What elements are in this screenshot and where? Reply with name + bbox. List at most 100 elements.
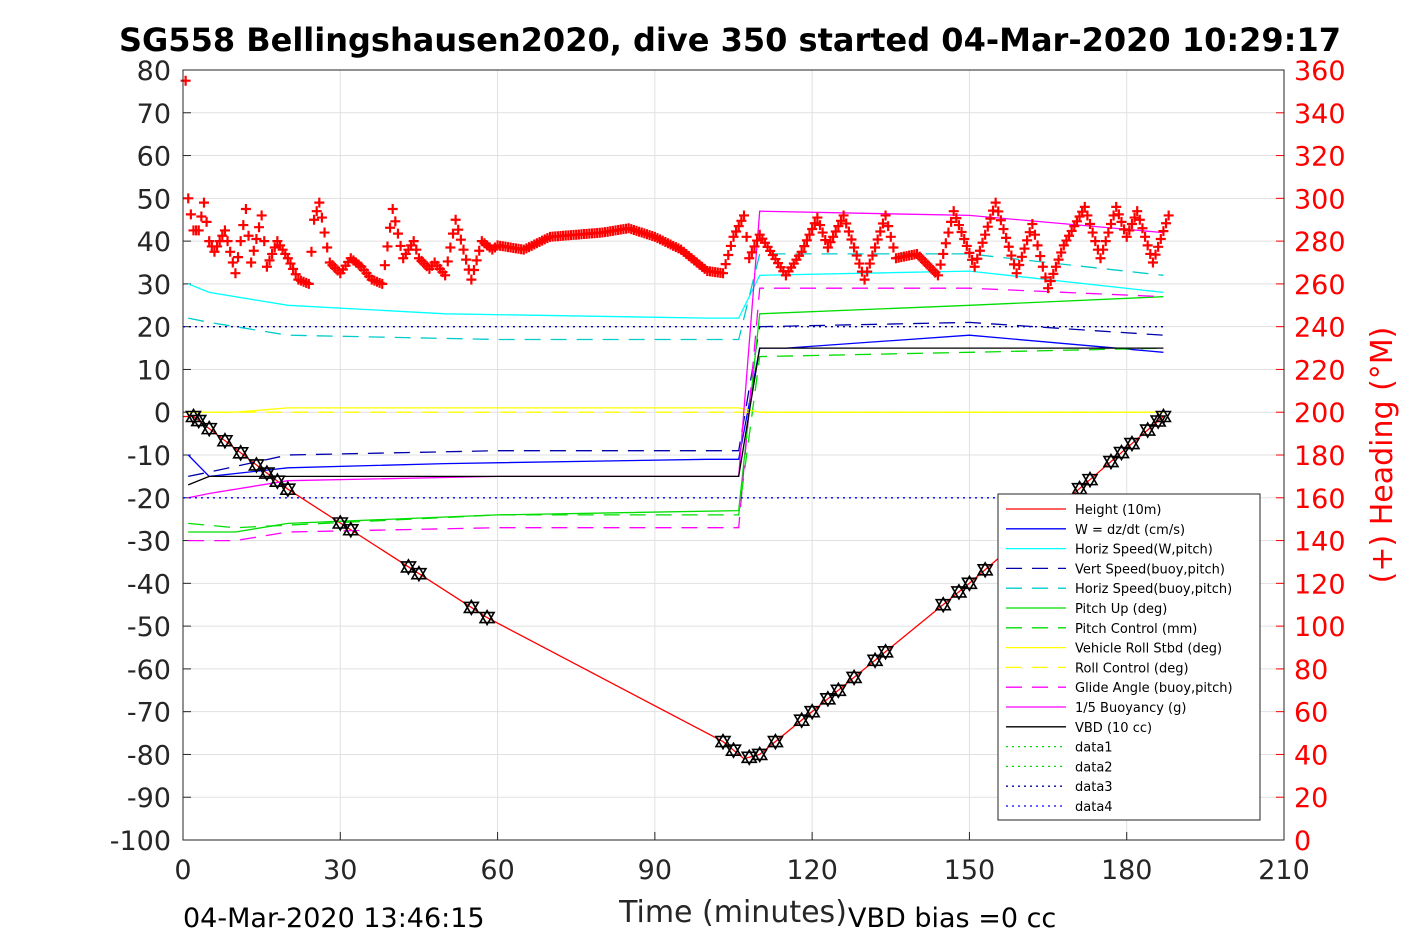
heading-marker xyxy=(1113,209,1124,220)
depth-marker xyxy=(803,703,821,721)
heading-marker xyxy=(1006,250,1017,261)
heading-marker xyxy=(731,226,742,237)
heading-marker xyxy=(862,266,873,277)
heading-marker xyxy=(974,245,985,256)
right-y-tick-label: 280 xyxy=(1294,227,1346,258)
depth-marker xyxy=(1123,434,1141,453)
series-line-11 xyxy=(187,347,1164,486)
heading-marker xyxy=(741,231,752,242)
heading-marker xyxy=(736,215,747,226)
heading-marker xyxy=(468,264,479,275)
legend-entry: 1/5 Buoyancy (g) xyxy=(1075,701,1186,716)
right-y-tick-label: 140 xyxy=(1294,527,1346,558)
heading-marker xyxy=(799,241,810,252)
y-tick-label: 0 xyxy=(154,398,171,429)
right-y-tick-label: 360 xyxy=(1294,56,1346,87)
heading-marker xyxy=(998,224,1009,235)
heading-marker xyxy=(948,206,959,217)
heading-marker xyxy=(859,274,870,285)
heading-marker xyxy=(282,253,293,264)
heading-marker xyxy=(440,270,451,281)
heading-marker xyxy=(209,246,220,257)
heading-marker xyxy=(835,215,846,226)
depth-marker xyxy=(200,420,218,438)
y-tick-label: -80 xyxy=(127,740,171,771)
series-line-9 xyxy=(188,287,1164,542)
heading-marker xyxy=(311,206,322,217)
heading-marker xyxy=(458,244,469,255)
legend-entry: data2 xyxy=(1075,760,1113,775)
heading-marker xyxy=(230,268,241,279)
heading-marker xyxy=(720,259,731,270)
heading-marker xyxy=(450,214,461,225)
depth-marker xyxy=(725,741,742,759)
heading-marker xyxy=(951,213,962,224)
heading-marker xyxy=(817,227,828,238)
depth-marker xyxy=(248,456,265,474)
heading-marker xyxy=(306,246,317,257)
heading-marker xyxy=(744,253,755,264)
right-y-tick-label: 160 xyxy=(1294,484,1346,515)
series-line-1 xyxy=(187,334,1164,478)
heading-marker xyxy=(201,216,212,227)
heading-marker xyxy=(1056,247,1067,258)
heading-marker xyxy=(738,210,749,221)
heading-marker xyxy=(807,223,818,234)
heading-marker xyxy=(445,242,456,253)
depth-marker xyxy=(279,480,297,498)
depth-marker xyxy=(1081,471,1099,489)
x-tick-label: 210 xyxy=(1258,855,1310,886)
depth-marker xyxy=(793,711,811,729)
heading-marker xyxy=(1090,236,1101,247)
heading-marker xyxy=(254,222,265,233)
legend-entry: Height (10m) xyxy=(1075,503,1161,518)
heading-marker xyxy=(261,261,272,272)
heading-marker xyxy=(309,214,320,225)
heading-marker xyxy=(212,241,223,252)
heading-marker xyxy=(1087,227,1098,238)
right-y-tick-label: 320 xyxy=(1294,142,1346,173)
depth-marker xyxy=(1139,421,1157,439)
heading-marker xyxy=(820,235,831,246)
depth-marker xyxy=(232,444,250,462)
heading-marker xyxy=(219,225,230,236)
y-tick-label: -60 xyxy=(127,655,171,686)
series-line-2 xyxy=(187,270,1164,319)
y-tick-label: 20 xyxy=(137,313,171,344)
heading-marker xyxy=(222,236,233,247)
right-y-tick-label: 300 xyxy=(1294,184,1346,215)
y-tick-label: -70 xyxy=(127,698,171,729)
heading-marker xyxy=(243,230,254,241)
heading-marker xyxy=(995,215,1006,226)
heading-marker xyxy=(828,231,839,242)
heading-marker xyxy=(185,209,196,220)
heading-marker xyxy=(1011,268,1022,279)
legend-entry: Vert Speed(buoy,pitch) xyxy=(1075,562,1225,577)
right-y-tick-label: 340 xyxy=(1294,99,1346,130)
heading-marker xyxy=(964,247,975,258)
heading-markers xyxy=(180,75,1174,294)
heading-marker xyxy=(395,240,406,251)
depth-marker xyxy=(410,565,428,583)
right-y-tick-label: 80 xyxy=(1294,655,1328,686)
heading-marker xyxy=(1137,223,1148,234)
heading-marker xyxy=(196,211,207,222)
right-y-tick-label: 60 xyxy=(1294,698,1328,729)
heading-marker xyxy=(288,263,299,274)
heading-marker xyxy=(809,218,820,229)
heading-marker xyxy=(392,228,403,239)
heading-marker xyxy=(959,233,970,244)
legend-entry: Pitch Up (deg) xyxy=(1075,602,1167,617)
heading-marker xyxy=(180,75,191,86)
heading-marker xyxy=(290,269,301,280)
heading-marker xyxy=(846,234,857,245)
right-y-tick-label: 200 xyxy=(1294,398,1346,429)
depth-marker xyxy=(342,521,360,539)
heading-marker xyxy=(1019,243,1030,254)
heading-marker xyxy=(256,210,267,221)
right-y-tick-label: 100 xyxy=(1294,612,1346,643)
heading-marker xyxy=(1134,214,1145,225)
right-y-tick-label: 40 xyxy=(1294,740,1328,771)
series-line-6 xyxy=(188,347,1164,529)
heading-marker xyxy=(1016,251,1027,262)
